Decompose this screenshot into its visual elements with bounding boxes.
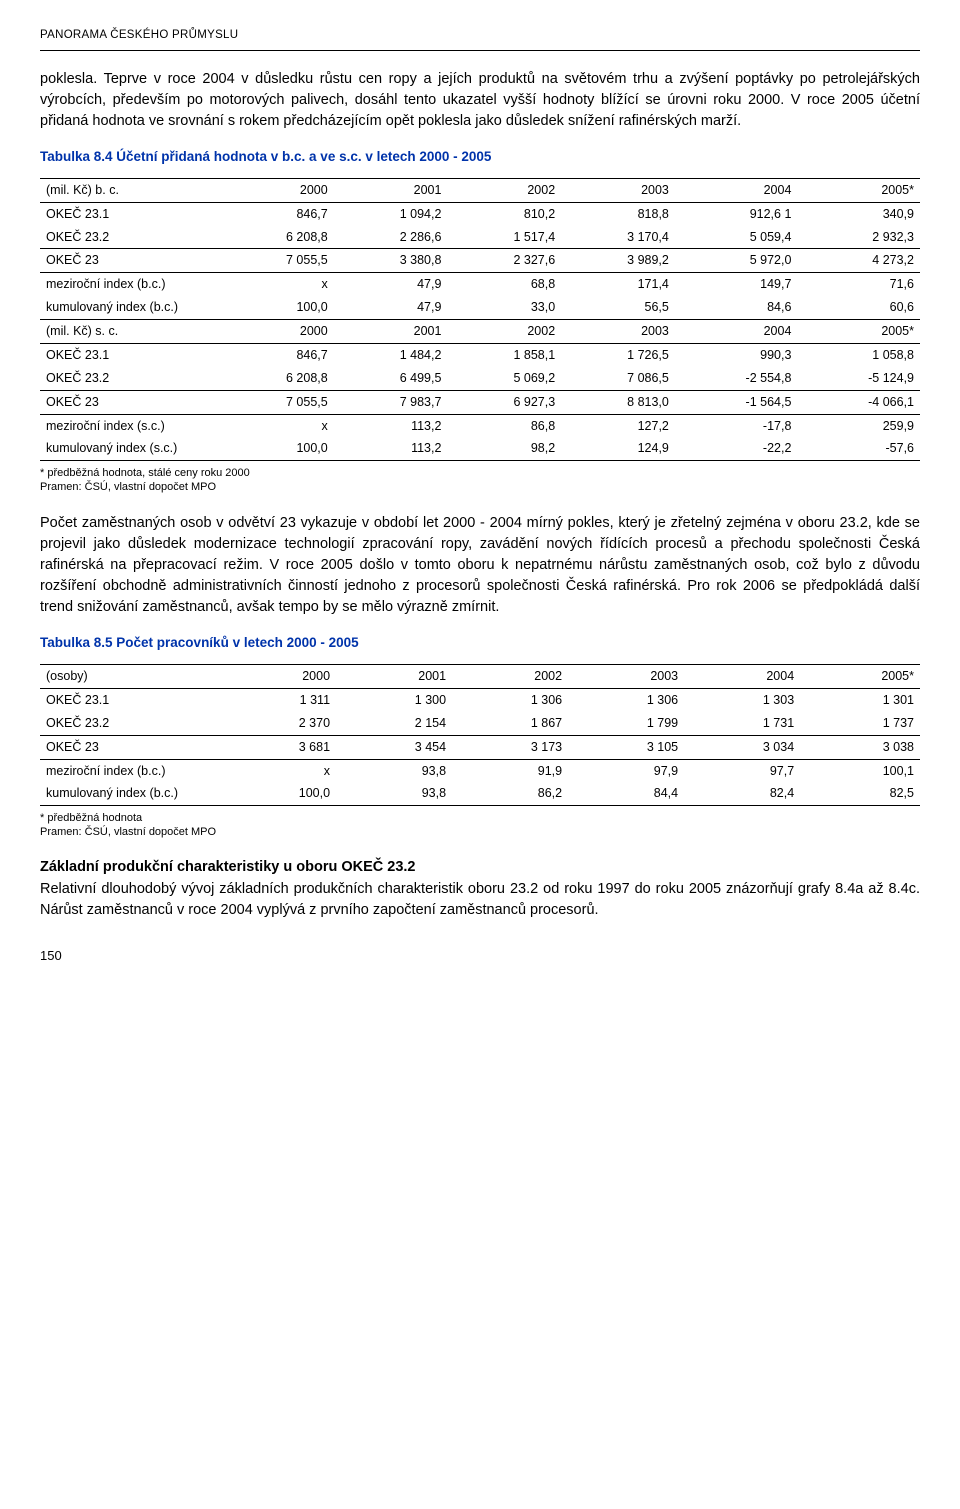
- table-8-4: (mil. Kč) b. c. 2000 2001 2002 2003 2004…: [40, 178, 920, 462]
- col-2003: 2003: [561, 178, 675, 202]
- table-row: meziroční index (b.c.)x93,891,997,997,71…: [40, 759, 920, 782]
- table-row: kumulovaný index (b.c.)100,047,933,056,5…: [40, 296, 920, 319]
- paragraph-1: poklesla. Teprve v roce 2004 v důsledku …: [40, 69, 920, 132]
- col-label: (osoby): [40, 665, 220, 689]
- table-row: meziroční index (s.c.)x113,286,8127,2-17…: [40, 414, 920, 437]
- subsection-heading: Základní produkční charakteristiky u obo…: [40, 858, 920, 878]
- table-row: meziroční index (b.c.)x47,968,8171,4149,…: [40, 273, 920, 296]
- table-header-row: (mil. Kč) b. c. 2000 2001 2002 2003 2004…: [40, 178, 920, 202]
- table-8-5-title: Tabulka 8.5 Počet pracovníků v letech 20…: [40, 634, 920, 652]
- footnote-line: Pramen: ČSÚ, vlastní dopočet MPO: [40, 481, 920, 495]
- table-8-5: (osoby) 2000 2001 2002 2003 2004 2005* O…: [40, 664, 920, 806]
- table-row: OKEČ 23.11 3111 3001 3061 3061 3031 301: [40, 688, 920, 711]
- table-row-total: OKEČ 233 6813 4543 1733 1053 0343 038: [40, 735, 920, 759]
- footnote-line: Pramen: ČSÚ, vlastní dopočet MPO: [40, 826, 920, 840]
- table-row: kumulovaný index (s.c.)100,0113,298,2124…: [40, 437, 920, 460]
- footnote-line: * předběžná hodnota, stálé ceny roku 200…: [40, 467, 920, 481]
- table-row-total: OKEČ 237 055,53 380,82 327,63 989,25 972…: [40, 249, 920, 273]
- col-2001: 2001: [334, 178, 448, 202]
- table-8-4-title: Tabulka 8.4 Účetní přidaná hodnota v b.c…: [40, 148, 920, 166]
- table-header-row: (mil. Kč) s. c. 2000 2001 2002 2003 2004…: [40, 320, 920, 344]
- col-2004: 2004: [675, 178, 798, 202]
- col-2005: 2005*: [797, 178, 920, 202]
- page-number: 150: [40, 947, 920, 965]
- table-8-5-footnote: * předběžná hodnota Pramen: ČSÚ, vlastní…: [40, 812, 920, 840]
- running-header: PANORAMA ČESKÉHO PRŮMYSLU: [40, 28, 920, 44]
- table-row-total: OKEČ 237 055,57 983,76 927,38 813,0-1 56…: [40, 390, 920, 414]
- table-row: kumulovaný index (b.c.)100,093,886,284,4…: [40, 782, 920, 805]
- table-8-4-footnote: * předběžná hodnota, stálé ceny roku 200…: [40, 467, 920, 495]
- table-row: OKEČ 23.22 3702 1541 8671 7991 7311 737: [40, 712, 920, 735]
- table-row: OKEČ 23.26 208,86 499,55 069,27 086,5-2 …: [40, 367, 920, 390]
- table-row: OKEČ 23.1846,71 484,21 858,11 726,5990,3…: [40, 343, 920, 366]
- table-row: OKEČ 23.26 208,82 286,61 517,43 170,45 0…: [40, 226, 920, 249]
- table-row: OKEČ 23.1846,71 094,2810,2818,8912,6 134…: [40, 202, 920, 225]
- col-label: (mil. Kč) s. c.: [40, 320, 220, 344]
- paragraph-3: Relativní dlouhodobý vývoj základních pr…: [40, 879, 920, 921]
- col-label: (mil. Kč) b. c.: [40, 178, 220, 202]
- footnote-line: * předběžná hodnota: [40, 812, 920, 826]
- table-header-row: (osoby) 2000 2001 2002 2003 2004 2005*: [40, 665, 920, 689]
- col-2000: 2000: [220, 178, 334, 202]
- paragraph-2: Počet zaměstnaných osob v odvětví 23 vyk…: [40, 513, 920, 618]
- header-rule: [40, 50, 920, 51]
- col-2002: 2002: [447, 178, 561, 202]
